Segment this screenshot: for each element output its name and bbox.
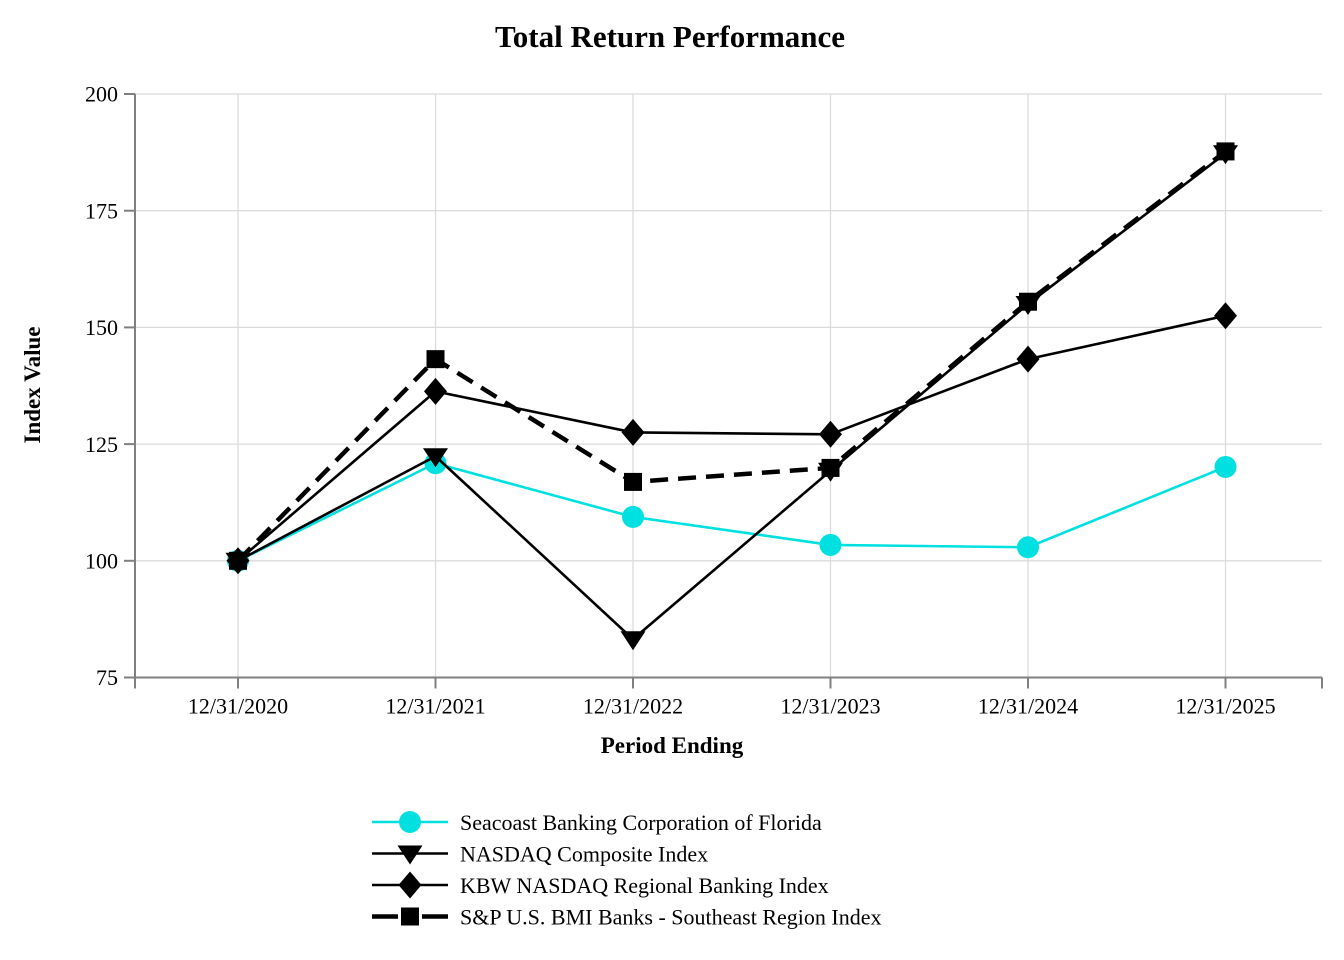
x-tick-label: 12/31/2021: [385, 694, 485, 719]
series-3: [226, 302, 1237, 575]
legend-label: NASDAQ Composite Index: [460, 842, 708, 867]
x-axis-title: Period Ending: [601, 733, 744, 758]
chart-title: Total Return Performance: [495, 19, 845, 54]
y-tick-label: 150: [85, 315, 118, 340]
data-point-circle: [819, 533, 842, 556]
data-point-diamond: [398, 871, 422, 899]
data-point-square: [1216, 142, 1235, 161]
series-line: [236, 149, 1227, 563]
data-point-square: [401, 907, 419, 926]
series-line: [237, 314, 1226, 562]
data-point-square: [229, 551, 247, 570]
axes: [124, 93, 1323, 689]
legend: Seacoast Banking Corporation of Florida N…: [372, 810, 881, 930]
y-tick-label: 125: [85, 432, 118, 457]
x-tick-label: 12/31/2023: [780, 694, 880, 719]
legend-item: Seacoast Banking Corporation of Florida: [372, 810, 822, 835]
legend-label: S&P U.S. BMI Banks - Southeast Region In…: [460, 905, 881, 930]
data-point-diamond: [424, 377, 447, 405]
x-tick-label: 12/31/2025: [1175, 694, 1275, 719]
legend-item: S&P U.S. BMI Banks - Southeast Region In…: [372, 905, 881, 930]
x-tick-label: 12/31/2022: [583, 694, 683, 719]
data-point-diamond: [1214, 302, 1237, 330]
data-point-diamond: [621, 418, 645, 446]
x-tick-label: 12/31/2020: [188, 694, 288, 719]
y-tick-label: 200: [85, 82, 118, 107]
legend-label: Seacoast Banking Corporation of Florida: [460, 810, 822, 835]
data-point-square: [1019, 292, 1037, 311]
data-point-circle: [1214, 455, 1237, 478]
series-line: [237, 152, 1227, 641]
y-tick-label: 75: [96, 665, 118, 690]
data-point-square: [624, 472, 642, 491]
tick-labels: 75 100 125 150 175 200 12/31/2020 12/31/2021 12/…: [85, 82, 1276, 719]
gridlines: [135, 93, 1322, 678]
series-line: [237, 461, 1226, 562]
data-point-triangle: [620, 631, 646, 651]
data-point-circle: [622, 505, 644, 528]
data-point-triangle: [423, 448, 448, 468]
legend-item: KBW NASDAQ Regional Banking Index: [372, 871, 829, 899]
series-4: [229, 142, 1235, 570]
data-point-triangle: [397, 845, 423, 865]
legend-label: KBW NASDAQ Regional Banking Index: [460, 873, 829, 898]
data-point-circle: [399, 811, 421, 833]
y-tick-label: 175: [85, 198, 118, 223]
x-tick-label: 12/31/2024: [978, 694, 1078, 719]
data-point-diamond: [1016, 345, 1040, 373]
data-point-square: [426, 350, 445, 369]
data-point-square: [821, 458, 840, 477]
y-axis-title: Index Value: [20, 327, 45, 444]
data-point-circle: [1017, 536, 1039, 559]
data-series: [225, 142, 1238, 651]
series-2: [225, 145, 1238, 651]
legend-item: NASDAQ Composite Index: [372, 842, 708, 867]
data-point-diamond: [819, 420, 842, 448]
y-tick-label: 100: [85, 549, 118, 574]
